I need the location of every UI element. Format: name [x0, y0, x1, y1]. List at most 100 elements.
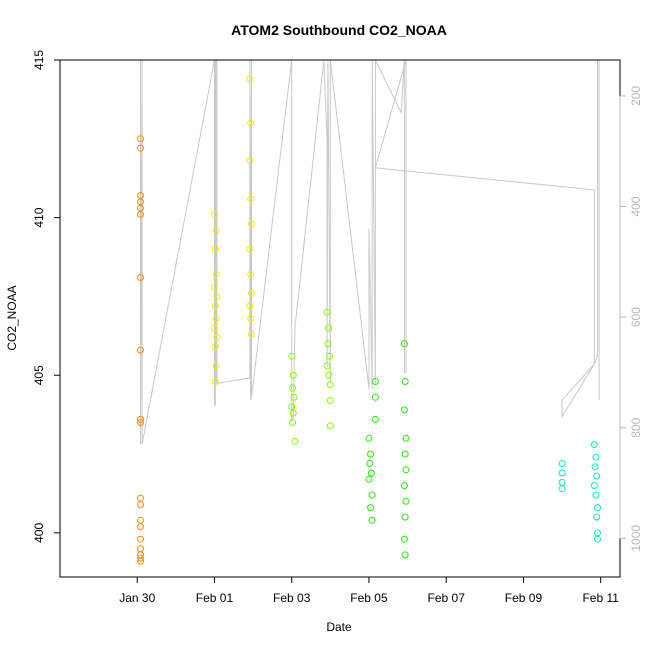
data-point — [137, 419, 144, 426]
data-point — [371, 393, 379, 401]
data-point — [368, 491, 376, 499]
data-point — [247, 119, 255, 127]
data-point — [558, 460, 566, 467]
data-point — [211, 283, 218, 291]
data-point — [211, 343, 219, 351]
data-point — [590, 482, 598, 490]
data-point — [400, 340, 408, 348]
data-point — [248, 220, 255, 228]
x-tick-label: Feb 09 — [505, 591, 543, 605]
data-point — [366, 460, 374, 467]
secondary-y-tick-label: 200 — [629, 86, 643, 106]
x-tick-label: Jan 30 — [119, 591, 155, 605]
data-point — [212, 226, 220, 234]
data-point — [365, 434, 373, 442]
data-point — [558, 478, 566, 486]
altitude-trace — [140, 59, 600, 445]
data-point — [212, 362, 220, 370]
secondary-y-tick-label: 400 — [629, 196, 643, 216]
secondary-y-tick-label: 1000 — [629, 525, 643, 552]
x-tick-label: Feb 03 — [273, 591, 311, 605]
data-point — [593, 513, 601, 521]
data-point — [137, 554, 144, 562]
data-point — [367, 504, 375, 512]
data-point — [367, 469, 375, 477]
data-point — [137, 535, 144, 543]
altitude-line — [140, 59, 600, 445]
data-point — [211, 302, 219, 310]
data-point — [371, 415, 379, 423]
data-point — [402, 434, 410, 442]
secondary-y-tick-label: 600 — [629, 307, 643, 327]
data-point — [558, 469, 566, 477]
data-points — [137, 75, 601, 565]
x-tick-label: Feb 05 — [350, 591, 388, 605]
data-point — [246, 302, 254, 310]
data-point — [401, 513, 409, 521]
data-point — [326, 381, 334, 389]
data-point — [289, 384, 296, 392]
data-point — [247, 315, 255, 322]
data-point — [291, 437, 299, 445]
data-point — [137, 545, 144, 553]
data-point — [212, 315, 220, 322]
data-point — [211, 324, 218, 332]
y-tick-label: 400 — [32, 523, 46, 543]
data-point — [593, 472, 601, 480]
data-point — [247, 270, 255, 278]
data-point — [368, 516, 376, 524]
data-point — [592, 491, 600, 499]
data-point — [248, 330, 255, 338]
x-tick-label: Feb 11 — [582, 591, 619, 605]
data-point — [289, 409, 297, 417]
data-point — [325, 371, 333, 379]
data-point — [402, 466, 410, 474]
data-point — [137, 523, 144, 531]
data-point — [558, 485, 566, 493]
y-tick-label: 405 — [32, 365, 46, 385]
data-point — [137, 135, 144, 143]
data-point — [326, 422, 334, 430]
data-point — [594, 535, 601, 543]
plot-frame — [59, 59, 621, 578]
data-point — [401, 450, 409, 458]
data-point — [400, 482, 408, 490]
data-point — [592, 453, 600, 461]
data-point — [248, 289, 255, 297]
data-point — [137, 211, 144, 218]
data-point — [290, 393, 298, 401]
data-point — [594, 504, 601, 512]
data-point — [400, 406, 408, 414]
data-point — [211, 245, 219, 253]
data-point — [323, 308, 331, 316]
y-tick-label: 410 — [32, 207, 46, 227]
data-point — [400, 535, 408, 543]
data-point — [401, 551, 409, 559]
data-point — [246, 157, 254, 165]
data-point — [590, 441, 598, 449]
secondary-y-axis: 200 400 600 800 1000 — [619, 86, 643, 552]
secondary-y-tick-label: 800 — [629, 417, 643, 437]
data-point — [247, 195, 255, 203]
data-point — [401, 378, 409, 385]
data-point — [289, 419, 296, 426]
data-point — [326, 397, 334, 404]
data-point — [324, 340, 332, 348]
data-point — [211, 378, 219, 385]
data-point — [137, 494, 144, 502]
chart-title: ATOM2 Southbound CO2_NOAA — [231, 22, 447, 38]
data-point — [288, 352, 296, 360]
data-point — [371, 378, 379, 385]
data-point — [137, 415, 144, 423]
y-axis: 400 405 410 415 — [32, 50, 60, 543]
x-tick-label: Feb 07 — [428, 591, 466, 605]
data-point — [213, 292, 221, 300]
data-point — [326, 352, 333, 360]
data-point — [289, 371, 297, 379]
data-point — [365, 475, 373, 483]
x-tick-label: Feb 01 — [196, 591, 234, 605]
data-point — [246, 245, 254, 253]
data-point — [323, 362, 331, 370]
data-point — [137, 516, 144, 524]
